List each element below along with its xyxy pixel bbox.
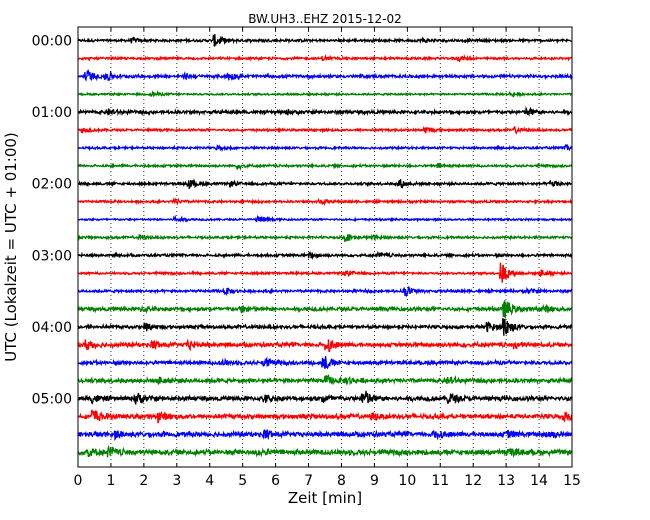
- x-tick-label: 10: [398, 473, 416, 489]
- x-tick-label: 6: [271, 473, 280, 489]
- trace-line: [77, 286, 573, 298]
- x-tick-label: 12: [464, 473, 482, 489]
- trace-layer: [77, 33, 573, 458]
- plot-frame: [77, 26, 573, 468]
- x-tick-label: 9: [370, 473, 379, 489]
- y-axis-label: UTC (Lokalzeit = UTC + 01:00): [2, 132, 20, 362]
- trace-line: [77, 374, 573, 386]
- trace-line: [77, 68, 573, 82]
- trace-line: [77, 197, 573, 207]
- trace-line: [78, 162, 573, 171]
- trace-line: [77, 390, 573, 405]
- trace-line: [77, 33, 573, 48]
- x-tick-label: 14: [530, 473, 548, 489]
- trace-line: [77, 262, 573, 283]
- trace-line: [77, 444, 573, 458]
- trace-line: [77, 233, 573, 243]
- trace-line: [77, 318, 573, 336]
- y-tick-label: 00:00: [32, 34, 72, 50]
- trace-line: [77, 250, 573, 260]
- x-tick-label: 3: [172, 473, 181, 489]
- x-tick-label: 1: [106, 473, 115, 489]
- x-tick-label: 0: [74, 473, 83, 489]
- trace-line: [77, 300, 573, 319]
- y-tick-label: 01:00: [32, 105, 72, 121]
- x-axis-label: Zeit [min]: [288, 489, 362, 507]
- x-tick-label: 8: [337, 473, 346, 489]
- axis-ticks: 0 1 2 3 4 5 6 7 8 9 10 11 12 13 14 1500:0001:0002:0003:…: [32, 27, 581, 489]
- trace-line: [77, 105, 573, 117]
- trace-line: [77, 356, 573, 370]
- y-tick-label: 04:00: [32, 320, 72, 336]
- trace-line: [77, 178, 573, 190]
- x-tick-label: 4: [205, 473, 214, 489]
- x-tick-label: 13: [497, 473, 515, 489]
- trace-line: [77, 214, 573, 223]
- trace-line: [77, 53, 573, 63]
- y-tick-label: 02:00: [32, 177, 72, 193]
- vertical-grid: [110, 27, 540, 467]
- x-tick-label: 15: [563, 473, 581, 489]
- trace-line: [77, 125, 573, 136]
- y-tick-label: 03:00: [32, 248, 72, 264]
- trace-line: [77, 409, 573, 424]
- trace-line: [77, 143, 573, 153]
- trace-line: [77, 89, 573, 99]
- x-tick-label: 2: [139, 473, 148, 489]
- x-tick-label: 5: [238, 473, 247, 489]
- x-tick-label: 11: [431, 473, 449, 489]
- trace-line: [77, 428, 573, 442]
- chart-title: BW.UH3..EHZ 2015-12-02: [248, 12, 402, 26]
- y-tick-label: 05:00: [32, 392, 72, 408]
- x-tick-label: 7: [304, 473, 313, 489]
- trace-line: [77, 338, 573, 353]
